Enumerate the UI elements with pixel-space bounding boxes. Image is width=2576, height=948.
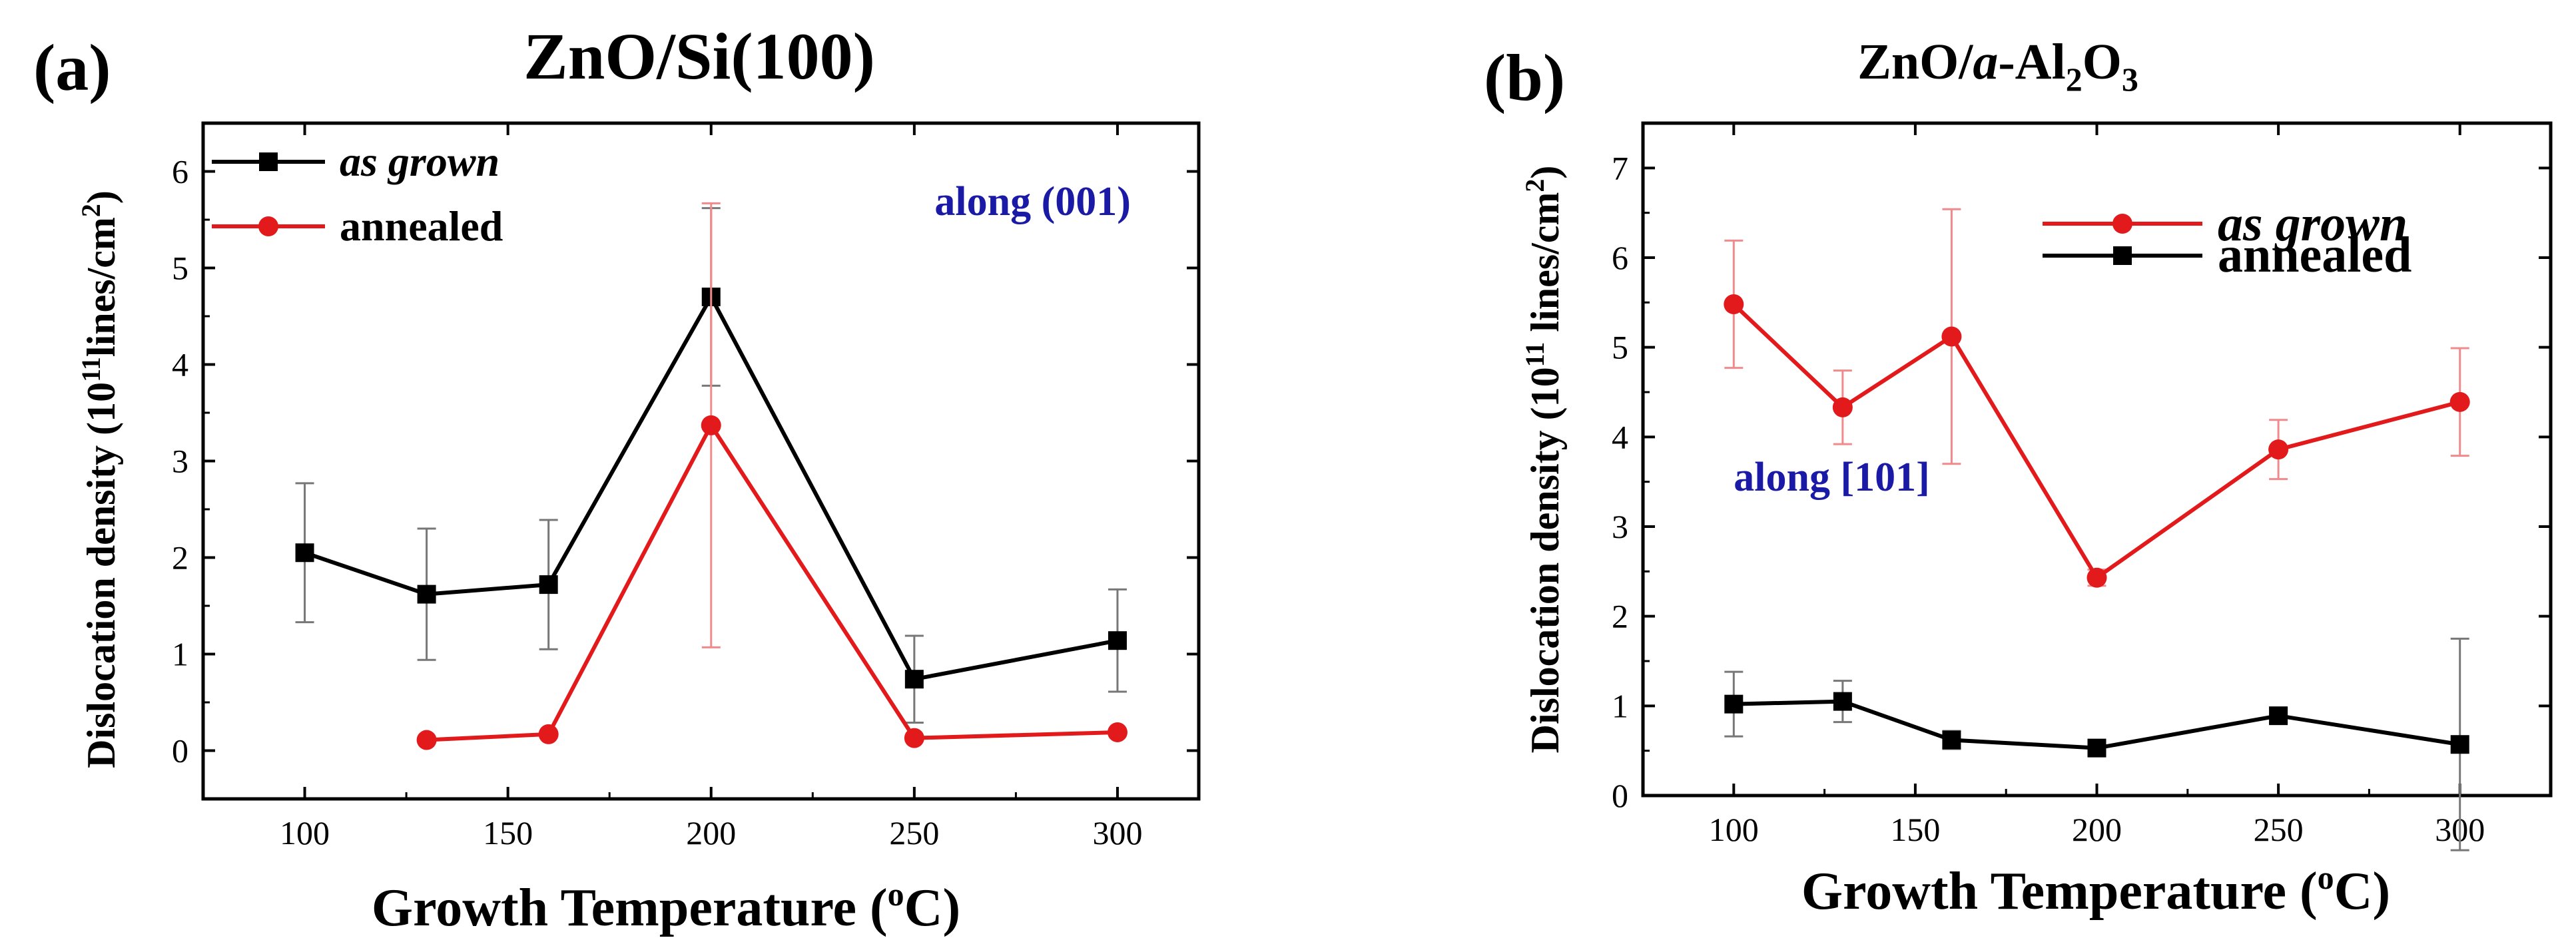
chart-a-xtick-label: 100 — [280, 814, 330, 851]
chart-b-xtick-label: 250 — [2254, 811, 2304, 848]
chart-b-xtick-label: 150 — [1890, 811, 1940, 848]
chart-a-ytick-label: 6 — [172, 153, 188, 190]
chart-a-legend-marker-as-grown — [259, 152, 278, 171]
chart-b-title: ZnO/a-Al2O3 — [1857, 34, 2138, 98]
chart-b-point-annealed — [1724, 694, 1744, 714]
chart-a-series-line-annealed — [426, 421, 1118, 742]
chart-a-xtick-label: 250 — [889, 814, 939, 851]
chart-b-ytick-label: 2 — [1612, 598, 1628, 635]
chart-b-legend: as grown annealed — [2043, 196, 2412, 283]
chart-a-legend-label-annealed: annealed — [340, 202, 503, 250]
chart-b-ytick-label: 3 — [1612, 508, 1628, 545]
chart-a-ticks: 100 150 200 250 300 0 1 2 3 4 5 6 — [172, 123, 1199, 851]
chart-a-xlabel: Growth Temperature (oC) — [372, 875, 960, 937]
chart-b-point-as-grown — [1941, 326, 1962, 347]
chart-b-point-as-grown — [2087, 567, 2107, 588]
chart-b-point-as-grown — [2268, 439, 2289, 460]
chart-b-data — [1724, 208, 2470, 851]
chart-b-ytick-label: 0 — [1612, 777, 1628, 814]
chart-b-point-annealed — [2450, 735, 2469, 754]
chart-b-legend-marker-annealed — [2113, 246, 2132, 265]
chart-b-xtick-label: 100 — [1709, 811, 1759, 848]
chart-b-legend-label-as-grown: as grown — [2218, 196, 2408, 252]
chart-a-ytick-label: 3 — [172, 443, 188, 480]
chart-b-point-as-grown — [1832, 397, 1853, 417]
chart-a-panel-label: (a) — [33, 31, 111, 105]
chart-a-point-as-grown — [904, 670, 924, 689]
chart-b-point-as-grown — [2449, 391, 2470, 412]
chart-a-ytick-label: 2 — [172, 539, 188, 577]
chart-b-ytick-label: 4 — [1612, 418, 1628, 455]
chart-b-point-as-grown — [1724, 294, 1744, 315]
chart-a-data — [295, 202, 1127, 750]
chart-a-annotation: along (001) — [934, 179, 1131, 224]
chart-a-point-as-grown — [1108, 631, 1127, 650]
chart-b-series-line-annealed — [1734, 699, 2461, 750]
chart-a-xtick-label: 150 — [483, 814, 533, 851]
chart-a-legend-marker-annealed — [258, 216, 278, 236]
chart-b-point-annealed — [2269, 706, 2288, 726]
chart-a-xtick-label: 300 — [1092, 814, 1142, 851]
chart-b-point-annealed — [1942, 730, 1961, 750]
chart-b-ytick-label: 7 — [1612, 149, 1628, 186]
chart-a-legend-label-as-grown: as grown — [340, 138, 499, 185]
chart-b-legend-label-annealed: annealed — [2218, 227, 2412, 283]
chart-a-title: ZnO/Si(100) — [523, 19, 875, 93]
chart-a-ylabel: Dislocation density (1011lines/cm2) — [76, 190, 123, 768]
chart-a-point-annealed — [904, 728, 924, 748]
chart-a-ytick-label: 4 — [172, 346, 188, 383]
chart-a-ytick-label: 5 — [172, 250, 188, 287]
chart-b: (b) ZnO/a-Al2O3 100 150 200 250 30001234567 … — [1484, 34, 2553, 921]
chart-b-annotation: along [101] — [1734, 455, 1930, 500]
chart-a-point-as-grown — [417, 585, 436, 604]
chart-a-xtick-label: 200 — [686, 814, 736, 851]
chart-b-xtick-label: 200 — [2072, 811, 2122, 848]
chart-a-point-annealed — [416, 730, 437, 750]
chart-b-series-line-as-grown — [1732, 302, 2461, 581]
chart-a: (a) ZnO/Si(100) 100 150 200 250 300 0 1 2 3 4 5 6 a… — [33, 19, 1201, 937]
chart-b-ylabel: Dislocation density (1011 lines/cm2) — [1520, 166, 1567, 754]
chart-a-point-annealed — [1107, 722, 1127, 742]
chart-a-point-as-grown — [539, 575, 558, 594]
chart-a-ytick-label: 0 — [172, 732, 188, 770]
chart-b-legend-marker-as-grown — [2112, 214, 2132, 234]
chart-b-ytick-label: 1 — [1612, 687, 1628, 724]
chart-a-legend: as grown annealed — [212, 138, 503, 250]
chart-b-ytick-label: 6 — [1612, 239, 1628, 276]
chart-b-ytick-label: 5 — [1612, 329, 1628, 366]
chart-a-point-annealed — [538, 724, 559, 744]
chart-b-point-annealed — [2087, 738, 2106, 758]
chart-b-point-annealed — [1833, 692, 1852, 711]
chart-a-series-line-as-grown — [304, 292, 1118, 682]
chart-a-point-as-grown — [295, 543, 314, 563]
chart-b-xlabel: Growth Temperature (oC) — [1801, 859, 2390, 921]
chart-b-panel-label: (b) — [1484, 41, 1565, 115]
chart-a-ytick-label: 1 — [172, 636, 188, 673]
chart-a-point-annealed — [701, 415, 721, 435]
